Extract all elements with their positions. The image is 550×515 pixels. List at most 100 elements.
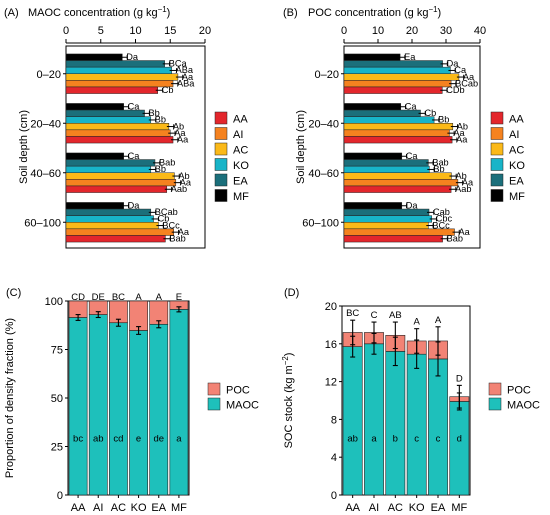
x-tick-label: KO [409, 502, 425, 514]
data-label: Aab [171, 184, 187, 194]
x-tick-label: 20 [406, 25, 418, 37]
x-tick-label: 15 [164, 25, 176, 37]
data-label: Aa [456, 134, 468, 144]
x-tick-label: EA [151, 502, 166, 514]
legend-swatch-AC [490, 142, 504, 156]
data-label-maoc: c [436, 433, 441, 444]
legend-swatch-AI [214, 127, 228, 140]
x-tick-label: AI [93, 502, 103, 514]
legend-swatch-MF [214, 189, 228, 202]
data-label: Aa [177, 134, 189, 144]
data-label: Bb [438, 115, 449, 125]
data-label-poc: D [456, 373, 463, 384]
y-tick-label: 4 [331, 452, 337, 464]
data-label: BCab [455, 78, 478, 88]
legend-label: EA [509, 176, 524, 188]
bar-MF-2 [65, 152, 124, 160]
bar-AC-3 [65, 222, 159, 230]
y-tick-label: 0 [331, 490, 337, 502]
bar-KO-2 [343, 165, 430, 173]
legend-label: POC [507, 385, 531, 397]
data-label-poc: A [135, 292, 142, 303]
legend-swatch-EA [214, 173, 228, 187]
y-tick-label: 25 [51, 442, 63, 454]
plot-frame [343, 45, 481, 249]
bar-MF-0 [343, 53, 401, 61]
y-tick-label: 40–60 [30, 168, 61, 180]
x-tick-label: AI [369, 502, 379, 514]
legend-label: MAOC [226, 400, 259, 412]
bar-MAOC-EA [149, 323, 169, 496]
data-label: Aa [174, 128, 186, 138]
bar-KO-3 [65, 215, 154, 223]
bar-AI-0 [65, 80, 174, 88]
panel-d: (D) 0 4 8 12 16 20 BC ab AA Ca AI AB b AC Ac KO Ac EA Dd MF S… [281, 287, 540, 514]
legend-swatch-KO [490, 158, 504, 171]
y-axis-title: Soil depth (cm) [18, 110, 30, 184]
legend-label: MF [509, 191, 525, 203]
bar-MAOC-EA [428, 358, 448, 496]
bar-MAOC-KO [129, 330, 148, 496]
data-label: Cbc [436, 214, 453, 224]
data-label: Aa [453, 128, 465, 138]
panel-title: POC concentration (g kg−1) [308, 5, 441, 19]
data-label: Cab [433, 207, 450, 217]
panel-c: (C) 0 25 50 75 100 CD bc AA DE ab AI BC cd AC Ae KO Ade EA… [4, 287, 259, 514]
data-label: CDb [446, 85, 464, 95]
data-label-maoc: b [393, 433, 398, 444]
data-label: Ab [455, 171, 466, 181]
x-tick-label: 0 [63, 25, 69, 37]
x-tick-label: MF [171, 502, 187, 514]
data-label: Da [447, 59, 460, 69]
y-tick-label: 60–100 [302, 217, 339, 229]
panel-label: (A) [4, 7, 19, 19]
data-label: Aa [182, 72, 194, 82]
x-tick-label: 0 [341, 25, 347, 37]
data-label: Aab [455, 184, 471, 194]
bar-AA-2 [65, 185, 168, 193]
x-tick-label: 10 [129, 25, 141, 37]
data-label-poc: CD [71, 292, 85, 303]
bar-MAOC-AA [68, 317, 88, 496]
bar-EA-2 [343, 159, 429, 167]
data-label-poc: DE [92, 292, 105, 303]
data-label: Ca [128, 151, 141, 161]
bar-MAOC-KO [406, 353, 427, 496]
data-label: Ca [454, 65, 467, 75]
x-tick-label: EA [431, 502, 446, 514]
bar-AC-1 [65, 123, 170, 131]
legend-label: MF [233, 191, 249, 203]
y-tick-label: 0 [57, 490, 63, 502]
x-tick-label: 20 [199, 25, 211, 37]
bar-AI-1 [65, 129, 171, 137]
data-label: Da [406, 200, 419, 210]
data-label-maoc: c [414, 433, 419, 444]
bar-MF-0 [65, 53, 123, 61]
x-tick-label: 5 [98, 25, 104, 37]
y-tick-label: 75 [51, 345, 63, 357]
y-tick-label: 20–40 [308, 118, 339, 130]
x-tick-label: KO [131, 502, 147, 514]
x-tick-label: 10 [372, 25, 384, 37]
y-tick-label: 100 [45, 296, 63, 308]
bar-KO-2 [65, 165, 152, 173]
data-label: Cb [162, 85, 174, 95]
y-axis-title: SOC stock (kg m−2) [281, 353, 295, 449]
x-tick-label: 30 [440, 25, 452, 37]
bar-KO-1 [343, 116, 435, 124]
bar-KO-0 [65, 66, 172, 75]
data-label-poc: BC [112, 292, 125, 303]
bar-AC-2 [65, 172, 175, 180]
legend-label: AI [233, 129, 243, 141]
legend-label: AA [233, 114, 248, 126]
legend-label: KO [233, 160, 249, 172]
bar-EA-3 [65, 208, 152, 216]
data-label: Ab [457, 121, 468, 131]
y-tick-label: 20–40 [30, 118, 61, 130]
data-label: Cb [158, 214, 170, 224]
data-label: ABa [177, 78, 195, 88]
legend-swatch-MF [490, 189, 504, 202]
bar-AA-3 [65, 235, 166, 243]
data-label-maoc: e [136, 434, 141, 445]
data-label: ABa [176, 65, 194, 75]
